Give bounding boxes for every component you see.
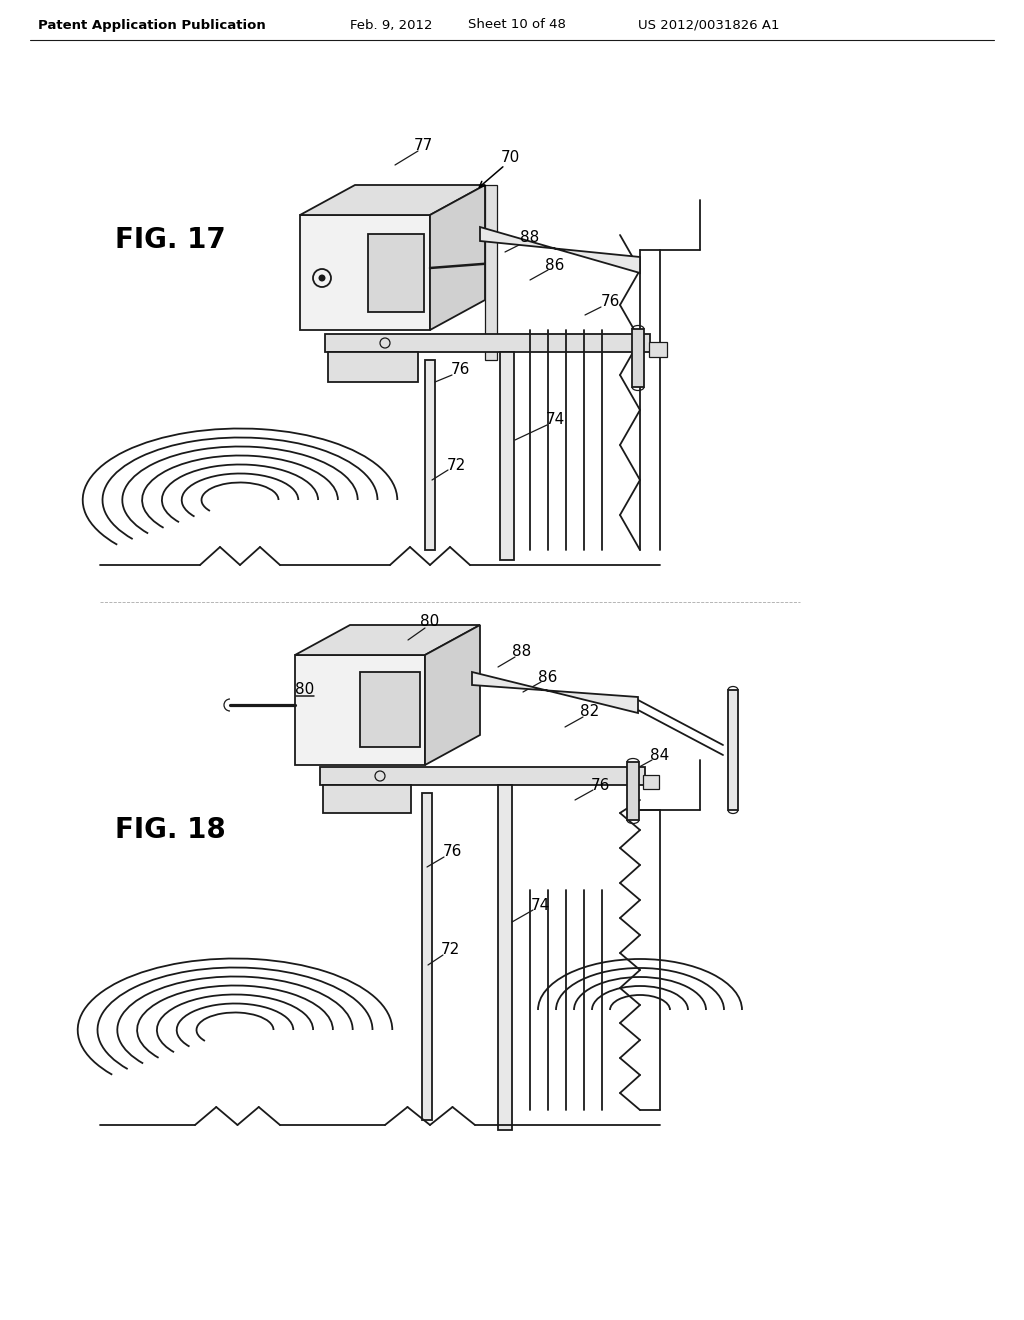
Polygon shape: [643, 775, 659, 789]
Text: 72: 72: [446, 458, 466, 473]
Text: 72: 72: [440, 942, 460, 957]
Polygon shape: [430, 185, 485, 330]
Text: 70: 70: [501, 150, 519, 165]
Text: 77: 77: [414, 137, 432, 153]
Polygon shape: [728, 690, 738, 810]
Polygon shape: [295, 655, 425, 766]
Polygon shape: [300, 215, 430, 330]
Polygon shape: [632, 329, 644, 387]
Text: 84: 84: [650, 747, 670, 763]
Polygon shape: [325, 334, 650, 352]
Polygon shape: [500, 352, 514, 560]
Polygon shape: [328, 352, 418, 381]
Text: Feb. 9, 2012: Feb. 9, 2012: [350, 18, 432, 32]
Text: 82: 82: [581, 705, 600, 719]
Text: 76: 76: [590, 777, 609, 792]
Polygon shape: [425, 360, 435, 550]
Polygon shape: [480, 227, 640, 273]
Text: 88: 88: [512, 644, 531, 660]
Polygon shape: [368, 234, 424, 312]
Polygon shape: [485, 185, 497, 360]
Circle shape: [318, 275, 326, 281]
Text: Sheet 10 of 48: Sheet 10 of 48: [468, 18, 566, 32]
Polygon shape: [627, 762, 639, 820]
Text: Patent Application Publication: Patent Application Publication: [38, 18, 266, 32]
Text: 86: 86: [546, 257, 564, 272]
Text: 74: 74: [530, 898, 550, 912]
Polygon shape: [295, 624, 480, 655]
Polygon shape: [422, 793, 432, 1119]
Polygon shape: [472, 672, 638, 713]
Text: US 2012/0031826 A1: US 2012/0031826 A1: [638, 18, 779, 32]
Text: 88: 88: [520, 231, 540, 246]
Polygon shape: [649, 342, 667, 356]
Polygon shape: [300, 185, 485, 215]
Text: FIG. 17: FIG. 17: [115, 226, 225, 253]
Text: 80: 80: [295, 682, 314, 697]
Text: 76: 76: [442, 845, 462, 859]
Polygon shape: [323, 785, 411, 813]
Polygon shape: [498, 785, 512, 1130]
Text: FIG. 18: FIG. 18: [115, 816, 225, 843]
Text: 86: 86: [539, 669, 558, 685]
Text: 76: 76: [451, 363, 470, 378]
Text: 76: 76: [600, 294, 620, 309]
Text: 74: 74: [546, 412, 564, 428]
Polygon shape: [425, 624, 480, 766]
Polygon shape: [360, 672, 420, 747]
Polygon shape: [319, 767, 645, 785]
Text: 80: 80: [421, 615, 439, 630]
